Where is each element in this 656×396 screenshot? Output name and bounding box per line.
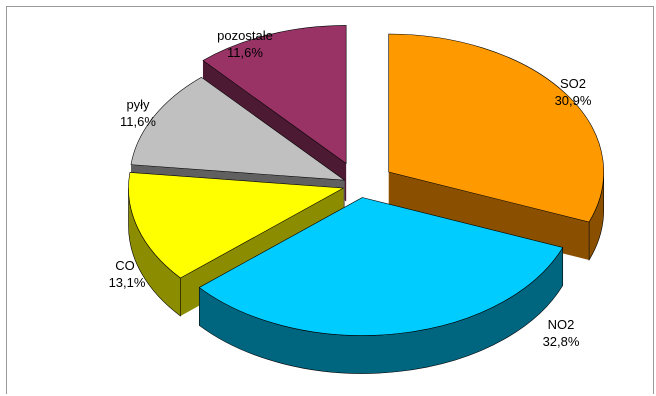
slice-so2-wall-1 — [388, 171, 590, 260]
slice-no2 — [198, 197, 564, 336]
slice-pyly — [130, 76, 346, 181]
chart-frame: SO2 30,9% NO2 32,8% CO 13,1% pyły 11,6% … — [6, 6, 654, 394]
label-so2-name: SO2 — [560, 76, 586, 91]
pie-tops — [128, 25, 604, 336]
pie-labels: SO2 30,9% NO2 32,8% CO 13,1% pyły 11,6% … — [109, 28, 592, 349]
label-co-name: CO — [115, 258, 135, 273]
pie-chart: SO2 30,9% NO2 32,8% CO 13,1% pyły 11,6% … — [109, 25, 605, 374]
slice-co — [128, 172, 345, 279]
label-no2-name: NO2 — [548, 317, 575, 332]
slice-so2 — [388, 33, 604, 223]
label-pozostale-name: pozostałe — [217, 28, 273, 43]
label-so2-value: 30,9% — [555, 93, 592, 108]
label-pozostale-value: 11,6% — [227, 45, 263, 60]
label-no2-value: 32,8% — [543, 334, 580, 349]
label-pyly-value: 11,6% — [120, 114, 156, 129]
label-co-value: 13,1% — [109, 275, 146, 290]
slice-pozostale — [202, 25, 347, 165]
label-pyly-name: pyły — [126, 97, 150, 112]
